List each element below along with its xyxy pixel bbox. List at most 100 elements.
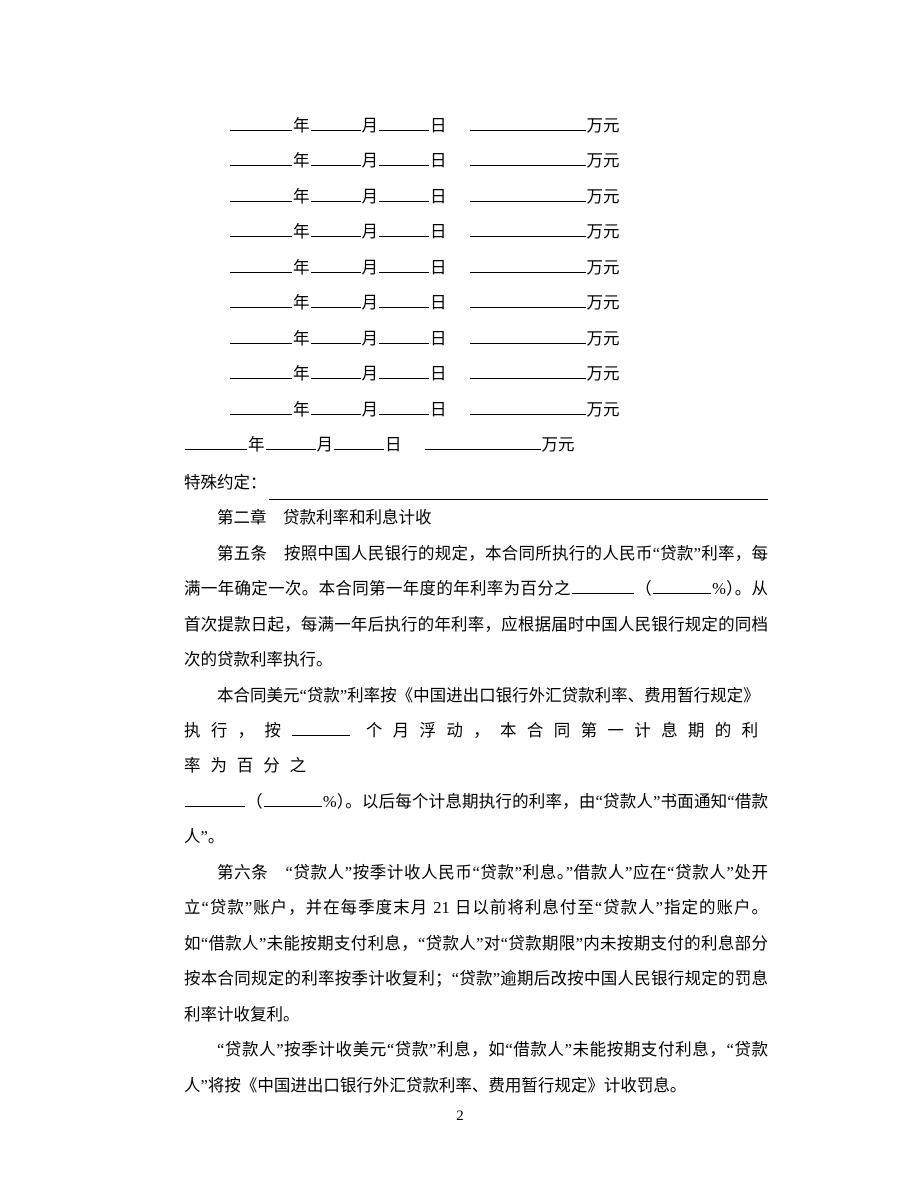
usd-exec-prefix: 执行，按 xyxy=(184,721,291,740)
schedule-row: 年月日万元 xyxy=(184,285,768,320)
day-blank xyxy=(379,325,429,344)
year-label: 年 xyxy=(293,151,310,170)
usd-rate-p1a: 本合同美元“贷款”利率按《中国进出口银行外汇贷款利率、费用暂行规定》 xyxy=(217,686,760,705)
year-blank xyxy=(230,360,292,379)
year-label: 年 xyxy=(293,364,310,383)
day-blank xyxy=(379,360,429,379)
year-label: 年 xyxy=(293,329,310,348)
amount-blank xyxy=(470,112,586,131)
month-label: 月 xyxy=(362,187,379,206)
month-blank xyxy=(311,289,361,308)
usd-rate-para-1: 本合同美元“贷款”利率按《中国进出口银行外汇贷款利率、费用暂行规定》 xyxy=(184,678,768,713)
usd-rate-percent-blank xyxy=(185,788,245,807)
month-label: 月 xyxy=(362,329,379,348)
schedule-row: 年 月 日 万元 xyxy=(184,108,768,143)
usd-rate-para-2: （%）。以后每个计息期执行的利率，由“贷款人”书面通知“借款人”。 xyxy=(184,784,768,855)
month-blank xyxy=(311,360,361,379)
usd-paren-open: （ xyxy=(246,792,263,811)
special-agreement-line: 特殊约定： xyxy=(184,465,768,500)
day-label: 日 xyxy=(430,187,447,206)
day-label: 日 xyxy=(430,222,447,241)
article-5: 第五条 按照中国人民银行的规定，本合同所执行的人民币“贷款”利率，每满一年确定一… xyxy=(184,536,768,678)
day-blank xyxy=(334,431,384,450)
day-label: 日 xyxy=(430,400,447,419)
year-blank xyxy=(230,396,292,415)
month-label: 月 xyxy=(362,222,379,241)
month-label: 月 xyxy=(362,293,379,312)
paren-close: %） xyxy=(712,579,735,598)
amount-blank xyxy=(470,360,586,379)
unit-label: 万元 xyxy=(587,187,620,206)
year-blank xyxy=(230,112,292,131)
schedule-row: 年 月 日 万元 xyxy=(184,250,768,285)
day-label: 日 xyxy=(430,293,447,312)
amount-blank xyxy=(470,254,586,273)
month-blank xyxy=(311,183,361,202)
day-blank xyxy=(379,396,429,415)
unit-label: 万元 xyxy=(587,116,620,135)
year-blank xyxy=(230,254,292,273)
month-blank xyxy=(266,431,316,450)
day-label: 日 xyxy=(430,116,447,135)
year-label: 年 xyxy=(293,293,310,312)
year-label: 年 xyxy=(293,258,310,277)
article-6: 第六条 “贷款人”按季计收人民币“贷款”利息。”借款人”应在“贷款人”处开立“贷… xyxy=(184,855,768,1032)
unit-label: 万元 xyxy=(587,258,620,277)
month-blank xyxy=(311,112,361,131)
year-blank xyxy=(230,325,292,344)
paren-open: （ xyxy=(635,579,652,598)
day-blank xyxy=(379,289,429,308)
schedule-row: 年 月 日 万元 xyxy=(184,392,768,427)
amount-blank xyxy=(425,431,541,450)
year-label: 年 xyxy=(293,116,310,135)
day-label: 日 xyxy=(385,435,402,454)
day-label: 日 xyxy=(430,258,447,277)
schedule-row: 年月日万元 xyxy=(184,214,768,249)
year-label: 年 xyxy=(248,435,265,454)
year-blank xyxy=(185,431,247,450)
amount-blank xyxy=(470,147,586,166)
schedule-row: 年月日万元 xyxy=(184,356,768,391)
page-number: 2 xyxy=(0,1100,920,1132)
day-label: 日 xyxy=(430,151,447,170)
day-blank xyxy=(379,254,429,273)
month-label: 月 xyxy=(317,435,334,454)
day-blank xyxy=(379,112,429,131)
day-blank xyxy=(379,183,429,202)
unit-label: 万元 xyxy=(542,435,575,454)
unit-label: 万元 xyxy=(587,329,620,348)
schedule-row: 年 月 日 万元 xyxy=(184,321,768,356)
year-blank xyxy=(230,147,292,166)
schedule-row: 年月日万元 xyxy=(184,179,768,214)
day-blank xyxy=(379,218,429,237)
amount-blank xyxy=(470,218,586,237)
month-blank xyxy=(311,325,361,344)
rate-percent-num-blank xyxy=(653,575,711,594)
rate-percent-blank xyxy=(572,575,634,594)
day-label: 日 xyxy=(430,329,447,348)
month-label: 月 xyxy=(362,364,379,383)
amount-blank xyxy=(470,183,586,202)
year-blank xyxy=(230,183,292,202)
amount-blank xyxy=(470,325,586,344)
month-label: 月 xyxy=(362,151,379,170)
month-label: 月 xyxy=(362,400,379,419)
year-blank xyxy=(230,289,292,308)
month-label: 月 xyxy=(362,258,379,277)
unit-label: 万元 xyxy=(587,151,620,170)
repayment-schedule: 年月日万元年月日万元年月日万元年月日万元年月日万元年月日万元年月日万元年月日万元… xyxy=(184,108,768,463)
unit-label: 万元 xyxy=(587,400,620,419)
month-label: 月 xyxy=(362,116,379,135)
year-label: 年 xyxy=(293,400,310,419)
schedule-row: 年 月 日 万元 xyxy=(184,427,768,462)
month-blank xyxy=(311,396,361,415)
month-blank xyxy=(311,147,361,166)
special-agreement-blank xyxy=(269,481,769,500)
usd-penalty-para: “贷款人”按季计收美元“贷款”利息，如“借款人”未能按期支付利息，“贷款人”将按… xyxy=(184,1032,768,1103)
day-blank xyxy=(379,147,429,166)
unit-label: 万元 xyxy=(587,364,620,383)
month-blank xyxy=(311,218,361,237)
chapter-2-title: 第二章 贷款利率和利息计收 xyxy=(184,500,768,535)
usd-rate-num-blank xyxy=(264,788,322,807)
month-blank xyxy=(311,254,361,273)
